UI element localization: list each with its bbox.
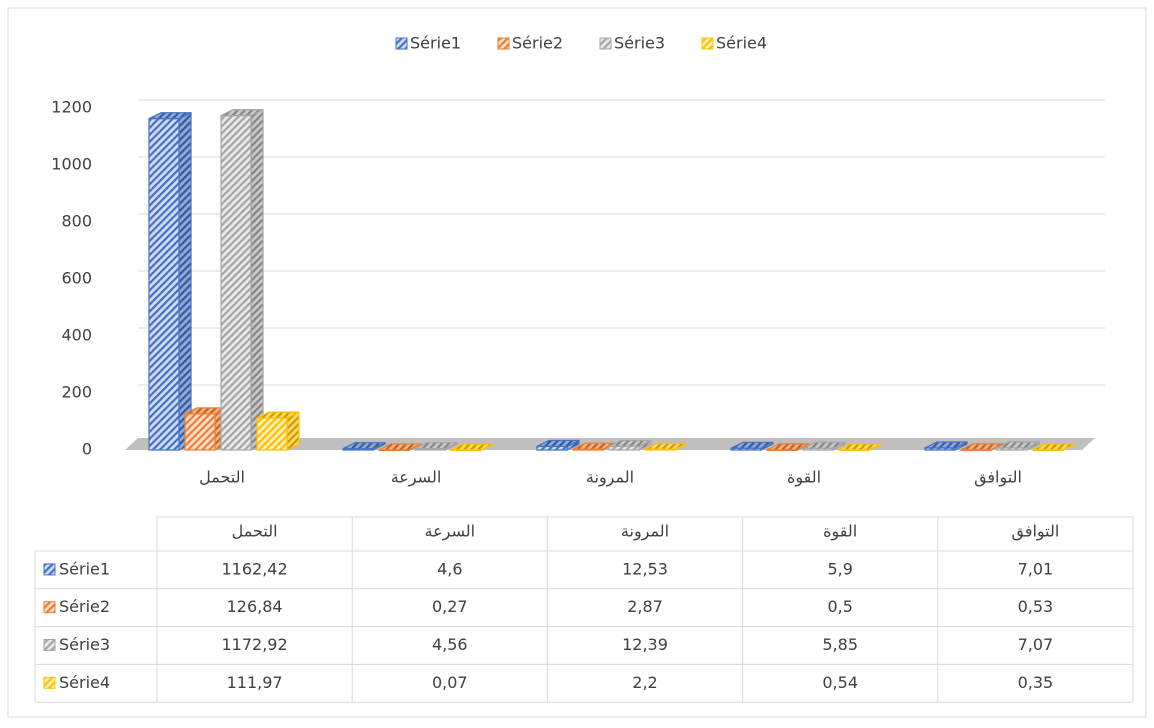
table-cell: 4,56 xyxy=(432,635,468,654)
table-row-header: Série1 xyxy=(59,559,110,578)
bar xyxy=(960,449,992,451)
bar xyxy=(220,115,252,451)
table-cell: 0,07 xyxy=(432,673,468,692)
table-swatch xyxy=(43,563,56,576)
table-row-header: Série3 xyxy=(59,635,110,654)
table-cell: 0,54 xyxy=(822,673,858,692)
y-tick-label: 800 xyxy=(61,212,92,231)
x-tick-label: السرعة xyxy=(391,468,442,488)
table-cell: 1162,42 xyxy=(222,559,288,578)
bar-side xyxy=(178,111,192,451)
bar-3d xyxy=(342,441,386,451)
table-row-header: Série2 xyxy=(59,597,110,616)
table-swatch xyxy=(43,601,56,614)
table-swatch xyxy=(43,639,56,651)
table-cell: 0,27 xyxy=(432,597,468,616)
legend-swatch xyxy=(497,37,510,50)
table-cell: 7,07 xyxy=(1018,635,1054,654)
bar-3d xyxy=(730,441,774,451)
bar xyxy=(378,449,410,452)
bar xyxy=(766,449,798,451)
table-cell: 4,6 xyxy=(437,559,462,578)
x-tick-label: التحمل xyxy=(199,468,245,487)
x-tick-label: القوة xyxy=(787,468,821,488)
table-cell: 12,53 xyxy=(622,559,668,578)
legend-label: Série2 xyxy=(512,34,563,53)
table-cell: 126,84 xyxy=(227,597,283,616)
bar-3d xyxy=(220,108,264,451)
bar xyxy=(450,449,482,452)
legend-label: Série4 xyxy=(716,34,767,53)
x-tick-label: التوافق xyxy=(974,468,1022,488)
table-cell: 0,5 xyxy=(827,597,852,616)
table-header: السرعة xyxy=(425,522,476,542)
table-cell: 2,2 xyxy=(632,673,657,692)
table-header: التحمل xyxy=(232,522,278,541)
table-header: التوافق xyxy=(1011,522,1059,542)
y-tick-label: 1200 xyxy=(51,98,92,117)
bar-3d xyxy=(996,441,1040,451)
table-cell: 1172,92 xyxy=(222,635,288,654)
table-cell: 0,53 xyxy=(1018,597,1054,616)
y-tick-label: 0 xyxy=(82,440,92,459)
bar-3d xyxy=(802,441,846,451)
bar-3d xyxy=(378,442,422,452)
bar-3d xyxy=(148,111,192,451)
y-tick-label: 400 xyxy=(61,326,92,345)
table-cell: 5,85 xyxy=(822,635,858,654)
bar-3d xyxy=(536,439,580,451)
bar xyxy=(608,445,640,451)
table-header: المرونة xyxy=(621,522,669,542)
bar xyxy=(730,447,762,451)
bar-3d xyxy=(960,442,1004,451)
legend-label: Série1 xyxy=(410,34,461,53)
bar-3d xyxy=(924,441,968,451)
bar xyxy=(924,447,956,451)
legend-swatch xyxy=(599,37,612,50)
table-cell: 0,35 xyxy=(1018,673,1054,692)
bar-3d xyxy=(608,439,652,451)
bar xyxy=(148,118,180,451)
table-cell: 111,97 xyxy=(227,673,283,692)
bar-side xyxy=(250,108,264,451)
bar-3d xyxy=(644,442,688,451)
bar xyxy=(1032,449,1064,452)
legend-swatch xyxy=(701,37,714,50)
bar xyxy=(838,449,870,451)
y-tick-label: 1000 xyxy=(51,155,92,174)
legend-swatch xyxy=(395,37,408,50)
bar-3d xyxy=(766,442,810,451)
table-cell: 5,9 xyxy=(827,559,852,578)
table-cell: 12,39 xyxy=(622,635,668,654)
chart-border xyxy=(7,7,1147,718)
bar-3d xyxy=(838,442,882,451)
bar xyxy=(802,447,834,451)
bar-3d xyxy=(1032,442,1076,452)
table-cell: 2,87 xyxy=(627,597,663,616)
bar xyxy=(536,445,568,451)
table-cell: 7,01 xyxy=(1018,559,1054,578)
y-tick-label: 200 xyxy=(61,383,92,402)
bar xyxy=(256,417,288,451)
bar xyxy=(644,448,676,451)
bar xyxy=(572,448,604,451)
table-swatch xyxy=(43,676,56,689)
x-tick-label: المرونة xyxy=(586,468,634,488)
y-tick-label: 600 xyxy=(61,269,92,288)
bar xyxy=(184,413,216,451)
legend-label: Série3 xyxy=(614,34,665,53)
bar xyxy=(996,447,1028,451)
bar-3d xyxy=(450,443,494,452)
bar xyxy=(414,448,446,451)
bar xyxy=(342,448,374,451)
bar-3d xyxy=(414,441,458,451)
table-row-header: Série4 xyxy=(59,673,110,692)
bar-3d xyxy=(256,411,300,451)
table-header: القوة xyxy=(823,522,857,542)
